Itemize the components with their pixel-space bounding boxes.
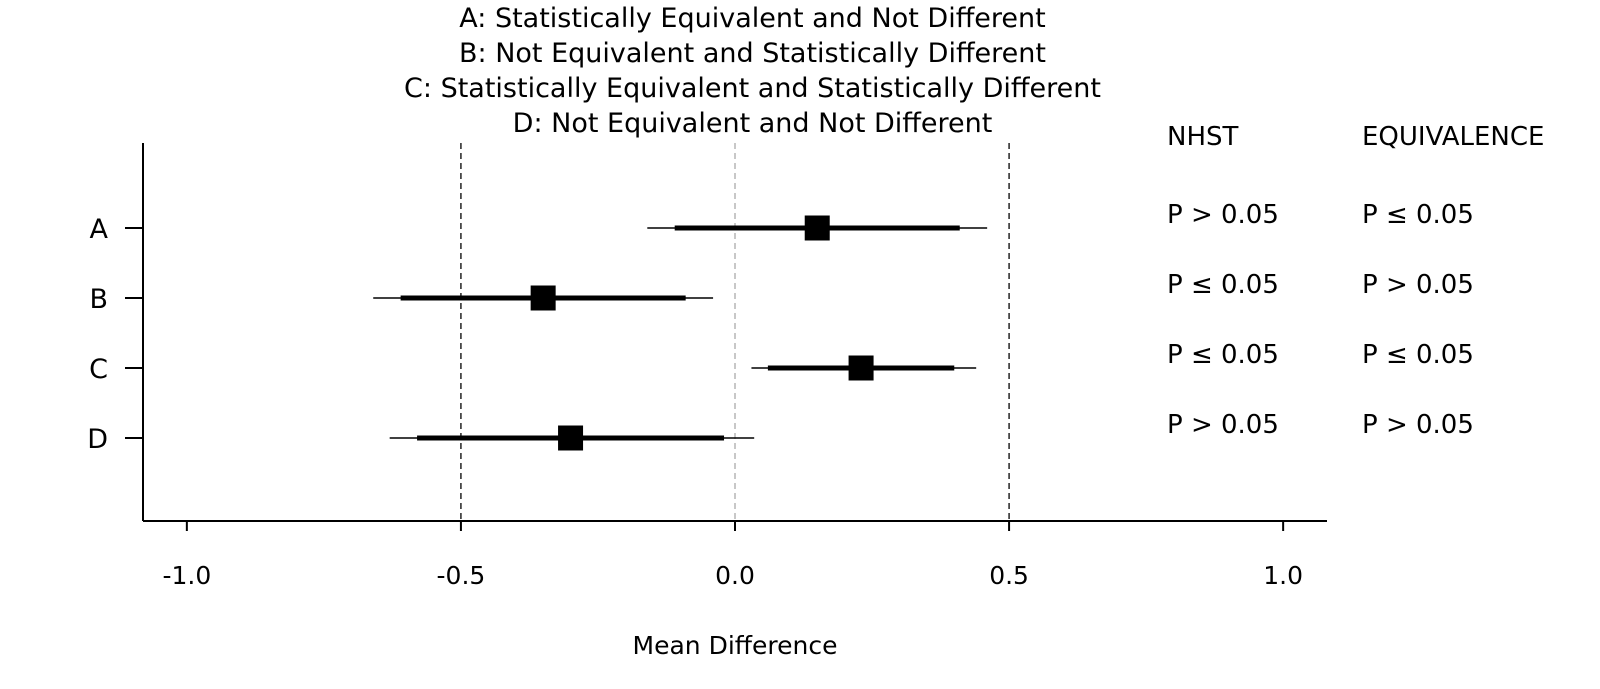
nhst-p-value: P > 0.05 — [1167, 200, 1279, 230]
nhst-column-header: NHST — [1167, 122, 1239, 152]
title-line-d: D: Not Equivalent and Not Different — [512, 108, 993, 139]
nhst-p-value: P ≤ 0.05 — [1167, 340, 1279, 370]
title-line-c: C: Statistically Equivalent and Statisti… — [404, 73, 1101, 104]
x-tick-label: -0.5 — [437, 561, 486, 590]
title-line-a: A: Statistically Equivalent and Not Diff… — [459, 3, 1046, 34]
equivalence-p-value: P ≤ 0.05 — [1362, 340, 1474, 370]
row-label: C — [89, 354, 108, 385]
title-line-b: B: Not Equivalent and Statistically Diff… — [459, 38, 1046, 69]
data-rows: A P > 0.05 P ≤ 0.05 B P ≤ 0.05 P > 0.05 C P ≤ 0… — [87, 200, 1474, 455]
point-estimate-marker — [530, 285, 556, 311]
point-estimate-marker — [804, 215, 830, 241]
equivalence-column-header: EQUIVALENCE — [1362, 122, 1544, 152]
x-tick-label: -1.0 — [162, 561, 211, 590]
row-a: A P > 0.05 P ≤ 0.05 — [90, 200, 1474, 245]
point-estimate-marker — [848, 355, 874, 381]
x-ticks: -1.0 -0.5 0.0 0.5 1.0 — [162, 521, 1303, 590]
x-tick-label: 0.0 — [715, 561, 755, 590]
row-d: D P > 0.05 P > 0.05 — [87, 410, 1474, 455]
equivalence-p-value: P > 0.05 — [1362, 270, 1474, 300]
row-b: B P ≤ 0.05 P > 0.05 — [89, 270, 1473, 315]
x-tick-label: 0.5 — [989, 561, 1029, 590]
nhst-p-value: P ≤ 0.05 — [1167, 270, 1279, 300]
nhst-p-value: P > 0.05 — [1167, 410, 1279, 440]
x-axis-label: Mean Difference — [633, 631, 838, 660]
point-estimate-marker — [558, 425, 584, 451]
row-label: B — [89, 284, 108, 315]
equivalence-p-value: P > 0.05 — [1362, 410, 1474, 440]
row-label: A — [90, 214, 109, 245]
row-c: C P ≤ 0.05 P ≤ 0.05 — [89, 340, 1474, 385]
x-tick-label: 1.0 — [1263, 561, 1303, 590]
equivalence-p-value: P ≤ 0.05 — [1362, 200, 1474, 230]
guide-lines — [460, 143, 1010, 521]
row-label: D — [87, 424, 108, 455]
